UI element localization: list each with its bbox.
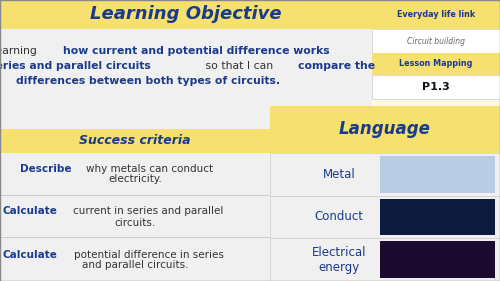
Bar [0,0,372,29]
Bar [270,153,500,196]
Bar [270,196,500,238]
Text: potential difference in series: potential difference in series [74,250,224,259]
Bar [270,238,500,281]
Text: Language: Language [339,121,431,139]
Text: Learning Objective: Learning Objective [90,5,282,23]
Bar [380,199,496,235]
Bar [0,153,270,281]
Text: and parallel circuits.: and parallel circuits. [82,260,188,271]
Text: Calculate: Calculate [3,250,58,259]
Text: current in series and parallel: current in series and parallel [74,207,224,216]
Text: Circuit building: Circuit building [407,37,465,46]
Bar [380,241,496,278]
Text: Everyday life link: Everyday life link [397,10,475,19]
Text: Success criteria: Success criteria [79,135,191,148]
Text: Metal: Metal [322,168,356,181]
Text: Electrical
energy: Electrical energy [312,246,366,274]
Bar [372,0,500,29]
Text: how current and potential difference works: how current and potential difference wor… [62,46,329,56]
Bar [372,53,500,75]
Text: Calculate: Calculate [2,207,58,216]
Bar [270,106,500,153]
Text: P1.3: P1.3 [422,82,450,92]
Bar [372,29,500,53]
Text: Conduct: Conduct [314,210,364,223]
Bar [0,237,270,238]
Text: so that I can: so that I can [202,61,277,71]
Text: compare the: compare the [298,61,376,71]
Bar [372,75,500,99]
Text: Lesson Mapping: Lesson Mapping [400,60,472,69]
Bar [0,195,270,196]
Bar [380,156,496,193]
Bar [0,29,372,129]
Text: differences between both types of circuits.: differences between both types of circui… [16,76,280,86]
Text: Describe: Describe [20,164,72,173]
Bar [0,129,270,153]
Text: electricity.: electricity. [108,175,162,185]
Text: in series and parallel circuits: in series and parallel circuits [0,61,151,71]
Text: circuits.: circuits. [114,217,156,228]
Text: I am learning: I am learning [0,46,40,56]
Text: why metals can conduct: why metals can conduct [86,164,214,173]
Bar [372,99,500,281]
